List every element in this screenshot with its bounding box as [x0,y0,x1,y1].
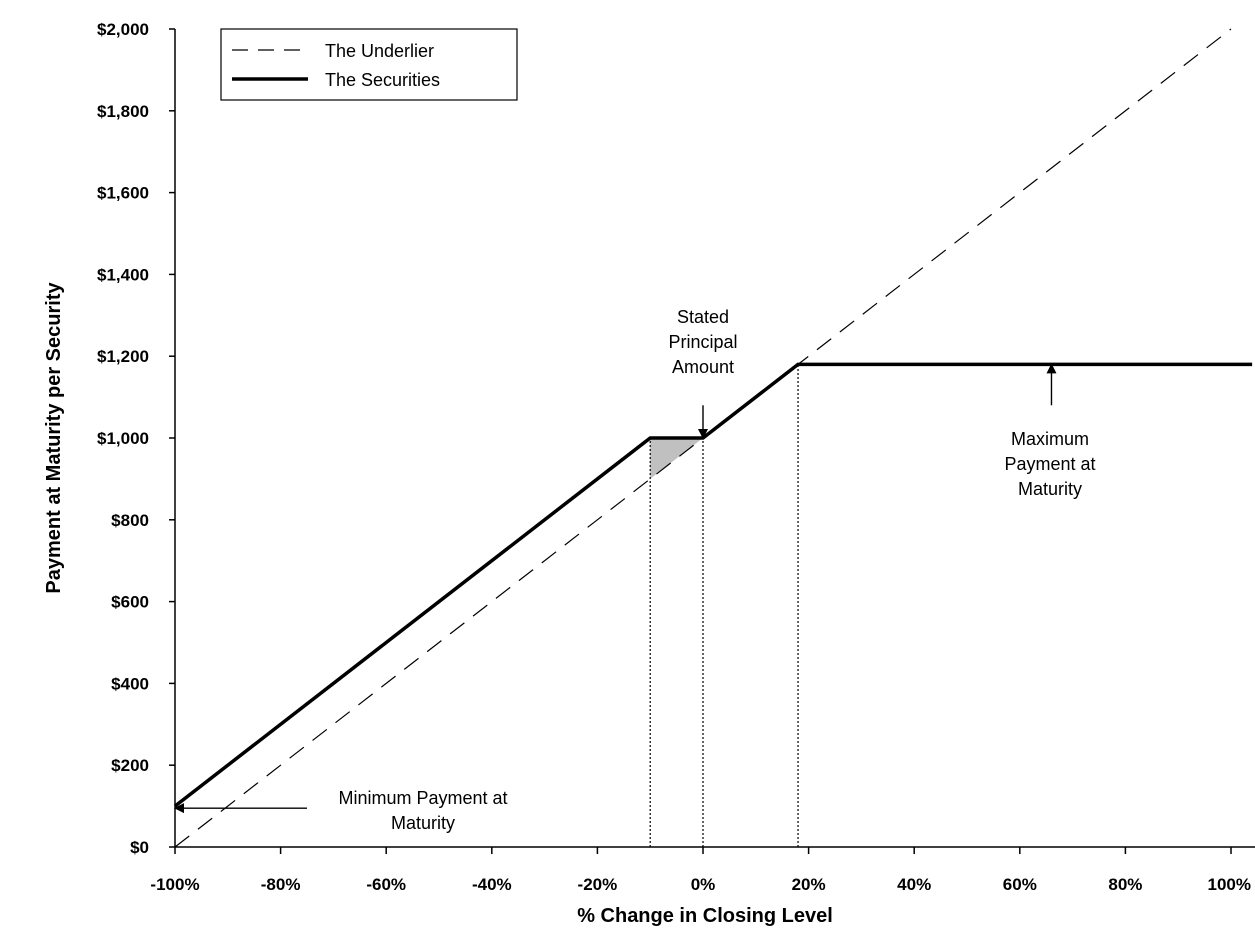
y-axis-title: Payment at Maturity per Security [43,282,65,594]
x-tick-label-6: 20% [792,875,826,894]
x-tick-label-0: -100% [150,875,199,894]
annotation-minimum-payment-line-2: Maturity [391,813,455,833]
series-lines [173,28,1253,848]
annotation-stated-principal: Stated Principal Amount [668,307,737,377]
annotation-maximum-payment: Maximum Payment at Maturity [1004,429,1095,499]
annotation-maximum-payment-line-1: Maximum [1011,429,1089,449]
x-tick-label-5: 0% [691,875,716,894]
x-tick-label-2: -60% [366,875,406,894]
annotation-maximum-payment-line-3: Maturity [1018,479,1082,499]
x-tick-label-9: 80% [1108,875,1142,894]
y-tick-label-0: $0 [130,838,149,857]
annotation-arrows [174,363,1057,814]
legend-box [220,28,518,101]
reference-lines [649,364,799,847]
series-line-securities [173,362,1253,808]
annotation-stated-principal-line-1: Stated [677,307,729,327]
x-axis-ticks: -100% -80% -60% -40% -20% 0% 20% 40% 60% 80% 100% [150,847,1251,894]
y-tick-label-10: $2,000 [97,20,149,39]
y-tick-label-7: $1,400 [97,265,149,284]
y-tick-label-4: $800 [111,511,149,530]
x-tick-label-7: 40% [897,875,931,894]
y-tick-label-6: $1,200 [97,347,149,366]
x-tick-label-8: 60% [1003,875,1037,894]
annotation-stated-principal-line-2: Principal [668,332,737,352]
legend-label-securities: The Securities [325,70,440,90]
annotation-maximum-payment-line-2: Payment at [1004,454,1095,474]
x-tick-label-4: -20% [578,875,618,894]
annotation-stated-principal-line-3: Amount [672,357,734,377]
y-tick-label-1: $200 [111,756,149,775]
y-tick-label-2: $400 [111,674,149,693]
x-tick-label-10: 100% [1208,875,1251,894]
annotation-minimum-payment: Minimum Payment at Maturity [338,788,507,833]
y-tick-label-3: $600 [111,593,149,612]
x-tick-label-3: -40% [472,875,512,894]
y-tick-label-9: $1,800 [97,102,149,121]
annotation-minimum-payment-line-1: Minimum Payment at [338,788,507,808]
x-tick-label-1: -80% [261,875,301,894]
legend-label-underlier: The Underlier [325,41,434,61]
y-axis-ticks: $0 $200 $400 $600 $800 $1,000 $1,200 $1,400 $1,6… [97,20,175,857]
y-tick-label-5: $1,000 [97,429,149,448]
y-tick-label-8: $1,600 [97,184,149,203]
legend: The Underlier The Securities [220,28,518,101]
x-axis-title: % Change in Closing Level [577,905,833,927]
